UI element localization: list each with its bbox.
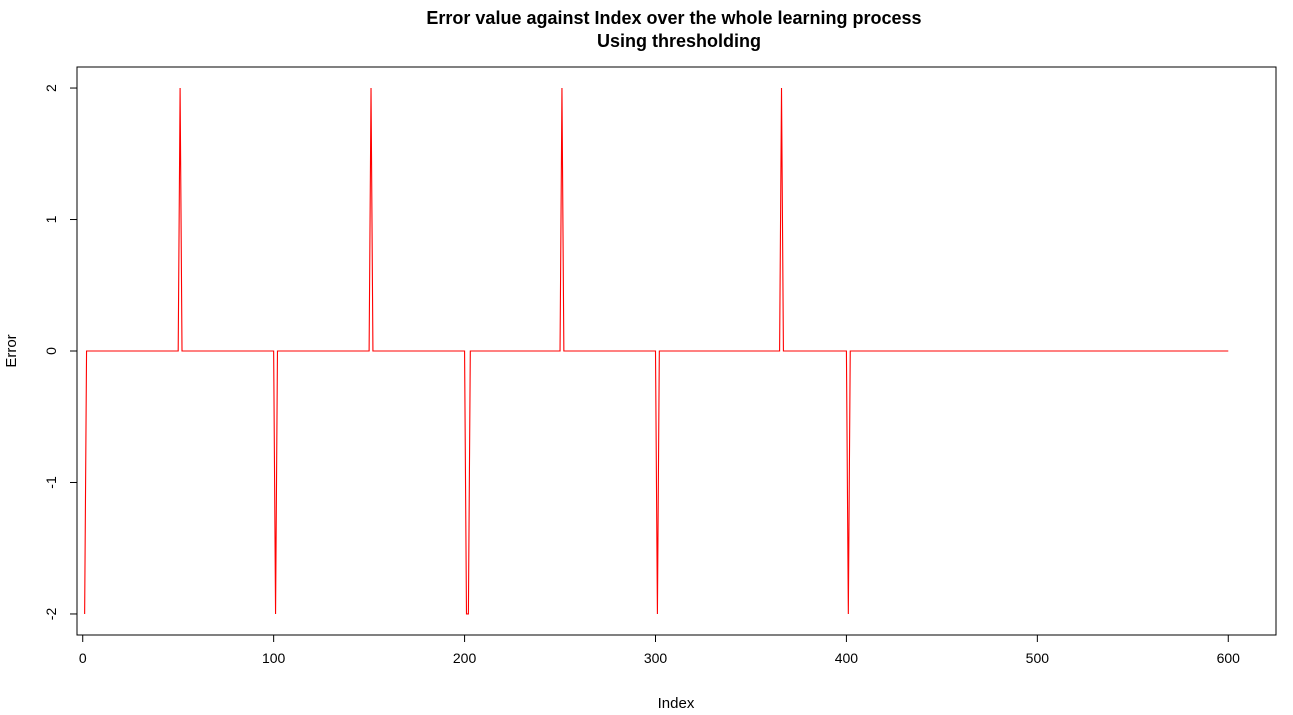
x-axis: 0 100 200 300 400 500 600 (79, 634, 1241, 666)
y-tick-label: 0 (43, 347, 59, 355)
y-tick-label: -2 (43, 608, 59, 621)
y-axis-label: Error (3, 334, 20, 367)
y-tick-label: 2 (43, 84, 59, 92)
chart-title: Error value against Index over the whole… (426, 8, 921, 28)
y-tick-label: -1 (43, 476, 59, 489)
x-tick-label: 500 (1026, 650, 1050, 666)
x-tick-label: 100 (262, 650, 286, 666)
chart-subtitle: Using thresholding (597, 31, 761, 51)
x-tick-label: 300 (644, 650, 668, 666)
x-tick-label: 200 (453, 650, 477, 666)
series-layer (84, 88, 1229, 615)
y-tick-label: 1 (43, 215, 59, 223)
x-tick-label: 0 (79, 650, 87, 666)
series-line-0 (84, 88, 1229, 615)
x-axis-label: Index (658, 695, 695, 712)
y-axis: -2 -1 0 1 2 (43, 84, 78, 621)
x-tick-label: 600 (1217, 650, 1241, 666)
x-tick-label: 400 (835, 650, 859, 666)
